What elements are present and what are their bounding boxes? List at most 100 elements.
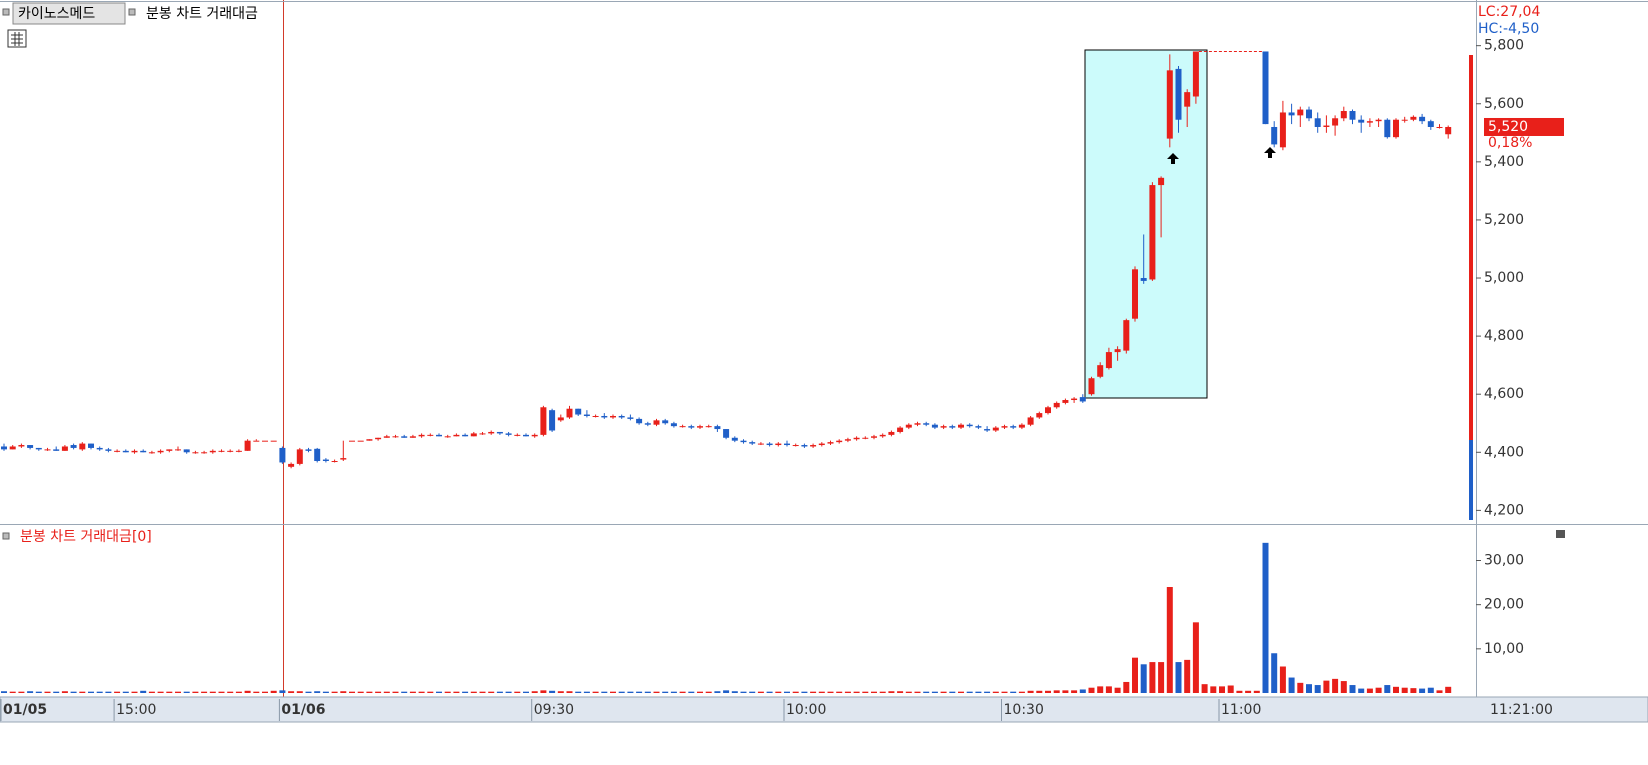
- volume-bar: [784, 691, 790, 693]
- volume-bar: [279, 690, 286, 693]
- candle-body: [905, 424, 912, 428]
- candle-body: [262, 440, 268, 442]
- volume-bar: [610, 691, 616, 693]
- volume-bar: [540, 690, 547, 693]
- candle-body: [496, 431, 503, 434]
- candle-body: [775, 443, 782, 446]
- volume-bar: [392, 691, 399, 693]
- symbol-button[interactable]: [12, 2, 126, 25]
- volume-bar: [314, 691, 321, 693]
- volume-bar: [1105, 686, 1112, 693]
- volume-bar: [53, 691, 60, 693]
- candle-body: [227, 450, 234, 452]
- volume-bar: [1366, 688, 1373, 693]
- volume-bar: [1018, 691, 1025, 693]
- candle-body: [1149, 185, 1156, 280]
- current-time: 11:21:00: [1490, 702, 1553, 718]
- candle-body: [1332, 118, 1339, 126]
- y-tick-label: 30,00: [1484, 553, 1524, 569]
- volume-bar: [627, 691, 634, 693]
- volume-bar: [1149, 662, 1156, 693]
- volume-bar: [618, 691, 625, 693]
- volume-bar: [888, 691, 895, 693]
- volume-bar: [644, 691, 651, 693]
- candle-body: [1036, 413, 1043, 418]
- volume-bar: [296, 691, 303, 693]
- candle-body: [1053, 402, 1060, 408]
- candle-body: [1271, 126, 1278, 145]
- candle-body: [209, 450, 216, 453]
- signal-arrow: [1167, 153, 1179, 164]
- volume-bar: [601, 691, 608, 693]
- candle-body: [366, 439, 373, 441]
- volume-bar: [1323, 680, 1330, 693]
- volume-bar: [575, 691, 582, 693]
- candle-body: [853, 437, 860, 440]
- candle-body: [270, 440, 277, 442]
- volume-bar: [44, 691, 51, 693]
- candle-body: [140, 450, 147, 453]
- volume-bar: [749, 691, 756, 693]
- candle-body: [1375, 119, 1382, 122]
- x-tick-label: 15:00: [116, 702, 156, 718]
- candle-body: [1001, 426, 1008, 428]
- candle-body: [1114, 349, 1121, 353]
- volume-bar: [940, 691, 947, 693]
- candle-body: [740, 440, 747, 443]
- volume-bar: [488, 691, 495, 693]
- candle-body: [1393, 119, 1399, 138]
- candle-body: [1192, 51, 1199, 97]
- candle-body: [862, 437, 869, 439]
- symbol[interactable]: 카이노스메드: [18, 6, 95, 22]
- candle-body: [958, 424, 964, 428]
- last-price-label: 5,520: [1488, 119, 1528, 135]
- range-bar-up: [1469, 55, 1473, 440]
- volume-bar: [670, 691, 677, 693]
- volume-bar: [662, 691, 669, 693]
- candle-body: [836, 440, 843, 443]
- volume-bar: [409, 691, 416, 693]
- volume-bar: [1140, 664, 1147, 693]
- volume-bar: [740, 691, 747, 693]
- x-tick-label: 01/06: [281, 702, 325, 718]
- x-tick-label: 10:30: [1004, 702, 1044, 718]
- candle-body: [1079, 397, 1086, 402]
- candle-body: [296, 449, 303, 464]
- volume-bar: [992, 691, 999, 693]
- candle-body: [566, 408, 573, 418]
- candle-body: [984, 429, 991, 431]
- volume-bar: [1375, 687, 1382, 693]
- candle-body: [1071, 398, 1078, 401]
- bullet: [2, 8, 10, 16]
- candle-body: [1297, 109, 1304, 116]
- range-bar-down: [1469, 440, 1473, 520]
- volume-bar: [766, 691, 773, 693]
- volume-bar: [714, 691, 721, 693]
- y-tick-label: 5,000: [1484, 270, 1524, 286]
- candle-body: [618, 415, 625, 418]
- candle-body: [1, 446, 7, 450]
- candle-body: [1088, 378, 1095, 395]
- x-tick-label: 09:30: [534, 702, 574, 718]
- volume-bar: [244, 690, 251, 693]
- candle-body: [357, 440, 364, 442]
- candle-body: [462, 434, 469, 437]
- y-tick-label: 4,200: [1484, 502, 1524, 518]
- candle-body: [418, 434, 425, 437]
- volume-bar: [1271, 653, 1278, 693]
- volume-bar: [418, 691, 425, 693]
- candle-body: [1045, 407, 1051, 414]
- volume-bar: [1184, 659, 1191, 693]
- volume-bar: [1306, 684, 1312, 693]
- candle-body: [105, 449, 112, 451]
- candle-body: [670, 423, 677, 427]
- candle-body: [940, 426, 947, 428]
- candle-body: [1166, 70, 1173, 139]
- candle-body: [114, 450, 121, 452]
- panel-button[interactable]: [1556, 530, 1565, 538]
- candle-body: [35, 447, 42, 450]
- candle-body: [844, 439, 851, 441]
- candle-body: [1349, 111, 1356, 120]
- volume-bar: [1340, 681, 1347, 693]
- volume-bar: [227, 691, 234, 693]
